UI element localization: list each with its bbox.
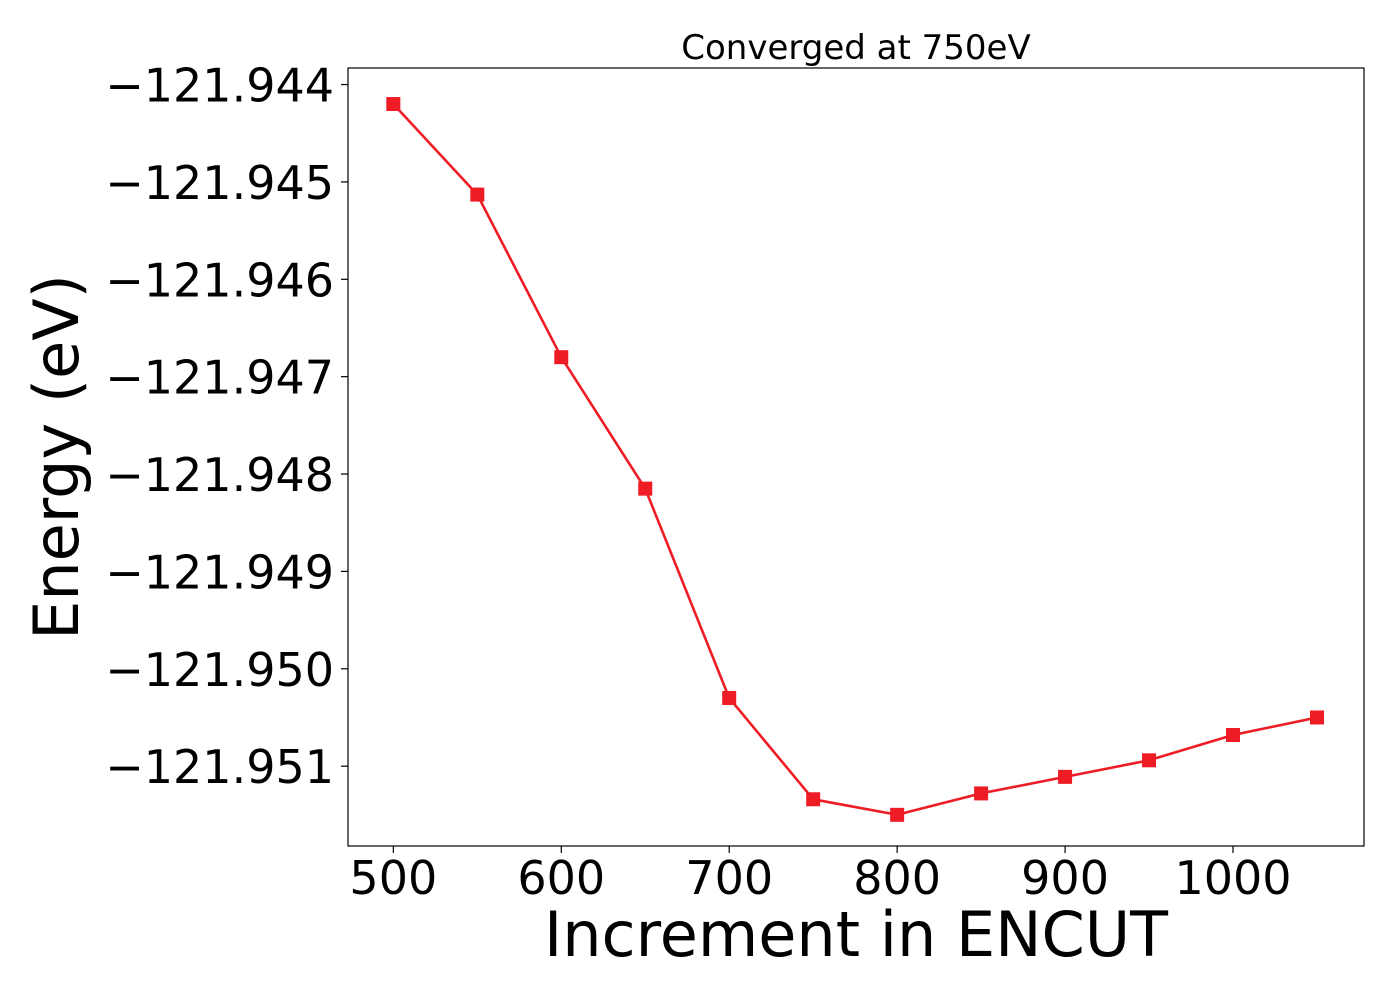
x-axis: 500 600 700 800 900 1000 (349, 846, 1292, 905)
data-point-marker (722, 690, 737, 705)
y-tick-label: −121.948 (105, 448, 334, 502)
series-line (392, 103, 1318, 817)
data-point-marker (554, 350, 569, 365)
y-axis: −121.944 −121.945 −121.946 −121.947 −121.948… (105, 59, 348, 794)
plot-area (386, 97, 1324, 822)
data-point-marker (806, 792, 821, 807)
x-tick-label: 800 (853, 851, 941, 905)
y-tick-label: −121.949 (105, 545, 334, 599)
data-point-marker (386, 97, 401, 112)
x-tick-label: 700 (685, 851, 773, 905)
x-tick-label: 1000 (1174, 851, 1291, 905)
y-tick-label: −121.944 (105, 59, 334, 113)
chart-title: Converged at 750eV (681, 28, 1030, 68)
data-point-marker (1142, 753, 1157, 768)
x-axis-title: Increment in ENCUT (544, 898, 1169, 971)
x-tick-label: 900 (1021, 851, 1109, 905)
y-tick-label: −121.951 (105, 740, 334, 794)
y-tick-label: −121.950 (105, 643, 334, 697)
data-point-marker (1058, 769, 1073, 784)
data-point-marker (890, 807, 905, 822)
x-tick-label: 500 (349, 851, 437, 905)
x-tick-label: 600 (517, 851, 605, 905)
data-point-marker (470, 187, 485, 202)
y-tick-label: −121.946 (105, 253, 334, 307)
data-point-marker (1309, 710, 1324, 725)
data-point-marker (974, 786, 989, 801)
y-axis-title: Energy (eV) (20, 274, 93, 640)
axes-frame (347, 67, 1365, 847)
y-tick-label: −121.947 (105, 351, 334, 405)
data-point-marker (638, 481, 653, 496)
data-point-marker (1226, 727, 1241, 742)
y-tick-label: −121.945 (105, 156, 334, 210)
